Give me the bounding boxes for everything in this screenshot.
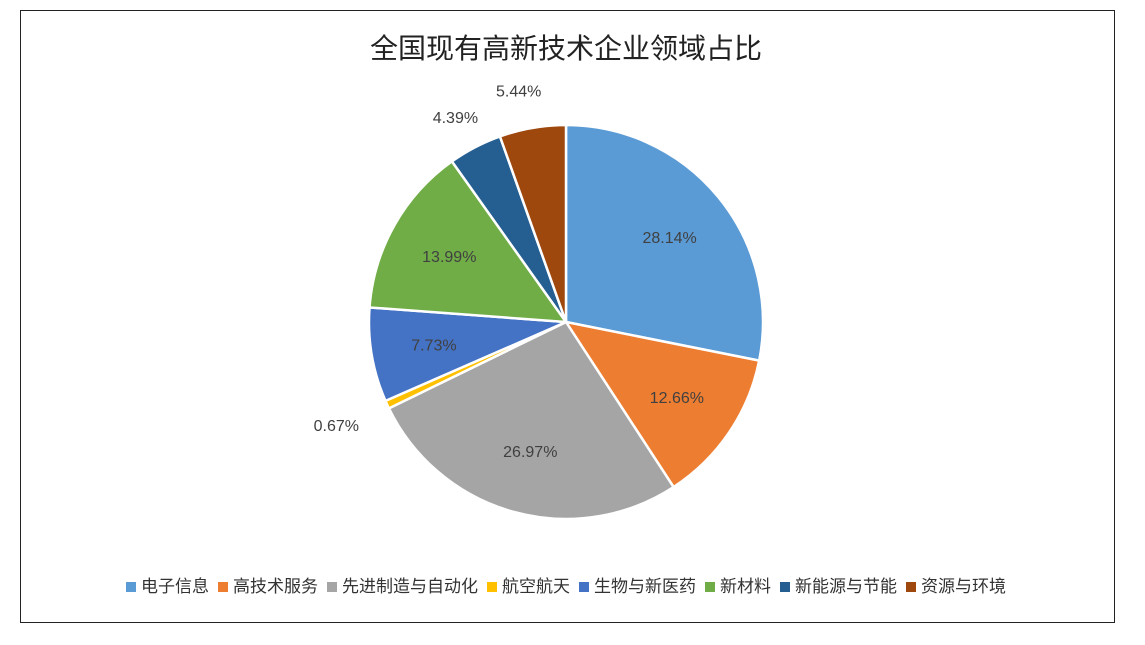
legend-swatch bbox=[218, 582, 228, 592]
legend-label: 航空航天 bbox=[502, 577, 570, 597]
legend-label: 资源与环境 bbox=[921, 577, 1006, 597]
legend-swatch bbox=[579, 582, 589, 592]
data-label: 28.14% bbox=[642, 230, 696, 247]
legend-swatch bbox=[327, 582, 337, 592]
legend-label: 高技术服务 bbox=[233, 577, 318, 597]
legend-item: 电子信息 bbox=[126, 577, 209, 597]
data-labels: 28.14% 12.66% 26.97% 0.67% 7.73% 13.99% 4.39% 5… bbox=[314, 83, 704, 461]
legend-item: 航空航天 bbox=[487, 577, 570, 597]
legend-item: 新能源与节能 bbox=[780, 577, 897, 597]
legend-label: 电子信息 bbox=[141, 577, 209, 597]
data-label: 0.67% bbox=[314, 418, 359, 435]
chart-title: 全国现有高新技术企业领域占比 bbox=[370, 32, 762, 65]
legend-swatch bbox=[780, 582, 790, 592]
data-label: 7.73% bbox=[411, 338, 456, 355]
pie-slice bbox=[368, 159, 569, 324]
data-label: 4.39% bbox=[433, 110, 478, 127]
legend-swatch bbox=[705, 582, 715, 592]
pie-slice bbox=[387, 320, 676, 521]
legend-item: 生物与新医药 bbox=[579, 577, 696, 597]
pie-slice bbox=[563, 320, 761, 489]
legend-swatch bbox=[487, 582, 497, 592]
pie-slice bbox=[367, 306, 567, 403]
legend: 电子信息 高技术服务 先进制造与自动化 航空航天 生物与新医药 新材料 新能源与节能 资源与环… bbox=[126, 577, 1006, 597]
legend-item: 高技术服务 bbox=[218, 577, 318, 597]
legend-item: 资源与环境 bbox=[906, 577, 1006, 597]
data-label: 12.66% bbox=[650, 390, 704, 407]
legend-label: 生物与新医药 bbox=[594, 577, 696, 597]
pie-slice bbox=[498, 123, 568, 323]
pie-slice bbox=[564, 123, 765, 363]
legend-label: 新能源与节能 bbox=[795, 577, 897, 597]
data-label: 13.99% bbox=[422, 249, 476, 266]
pie-slices bbox=[367, 123, 765, 521]
legend-label: 先进制造与自动化 bbox=[342, 577, 478, 597]
data-label: 5.44% bbox=[496, 83, 541, 100]
legend-swatch bbox=[906, 582, 916, 592]
legend-item: 先进制造与自动化 bbox=[327, 577, 478, 597]
legend-swatch bbox=[126, 582, 136, 592]
legend-item: 新材料 bbox=[705, 577, 771, 597]
legend-label: 新材料 bbox=[720, 577, 771, 597]
data-label: 26.97% bbox=[503, 444, 557, 461]
